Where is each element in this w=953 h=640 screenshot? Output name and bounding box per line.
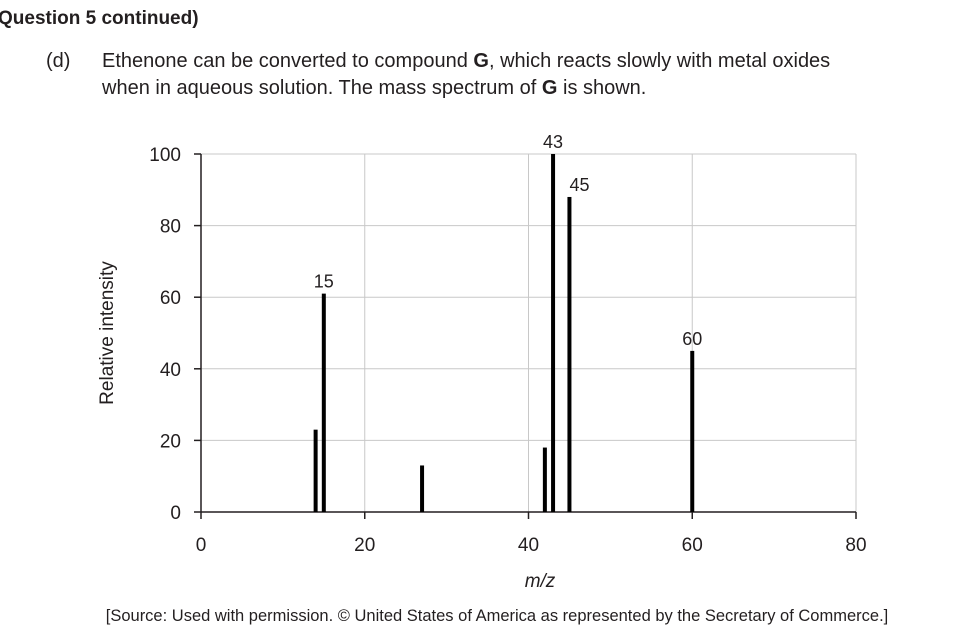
bar bbox=[690, 350, 695, 512]
text: is shown. bbox=[557, 77, 646, 99]
data-label: 60 bbox=[682, 329, 702, 349]
x-tick-label: 60 bbox=[682, 535, 703, 556]
data-label: 45 bbox=[569, 175, 589, 195]
text: when in aqueous solution. The mass spect… bbox=[101, 77, 542, 99]
compound: G bbox=[473, 50, 489, 72]
y-tick-label: 100 bbox=[149, 145, 181, 166]
text: , which reacts slowly with metal oxides bbox=[489, 50, 830, 72]
bar bbox=[420, 465, 425, 512]
header: Question 5 continued) bbox=[0, 8, 199, 29]
text: Ethenone can be converted to compound bbox=[102, 50, 473, 72]
bar bbox=[542, 447, 547, 512]
y-tick-label: 60 bbox=[160, 288, 181, 309]
question-line: Ethenone can be converted to compound G,… bbox=[102, 50, 830, 72]
x-axis-label: m/z bbox=[525, 571, 556, 592]
bar bbox=[321, 293, 326, 512]
y-tick-label: 40 bbox=[160, 360, 181, 381]
bar bbox=[313, 429, 318, 512]
y-tick-label: 80 bbox=[160, 217, 181, 238]
x-tick-label: 40 bbox=[518, 535, 539, 556]
compound: G bbox=[542, 77, 558, 99]
bar bbox=[551, 154, 556, 512]
x-tick-label: 0 bbox=[196, 535, 207, 556]
y-axis-label: Relative intensity bbox=[97, 261, 118, 405]
data-label: 15 bbox=[314, 272, 334, 292]
data-label: 43 bbox=[543, 132, 563, 152]
bar bbox=[567, 196, 572, 512]
x-tick-label: 20 bbox=[354, 535, 375, 556]
x-tick-label: 80 bbox=[845, 535, 866, 556]
y-tick-label: 0 bbox=[170, 503, 181, 524]
question-label: (d) bbox=[46, 50, 70, 72]
y-tick-label: 20 bbox=[160, 431, 181, 452]
question-line: when in aqueous solution. The mass spect… bbox=[101, 77, 646, 99]
source: [Source: Used with permission. © United … bbox=[106, 607, 889, 625]
